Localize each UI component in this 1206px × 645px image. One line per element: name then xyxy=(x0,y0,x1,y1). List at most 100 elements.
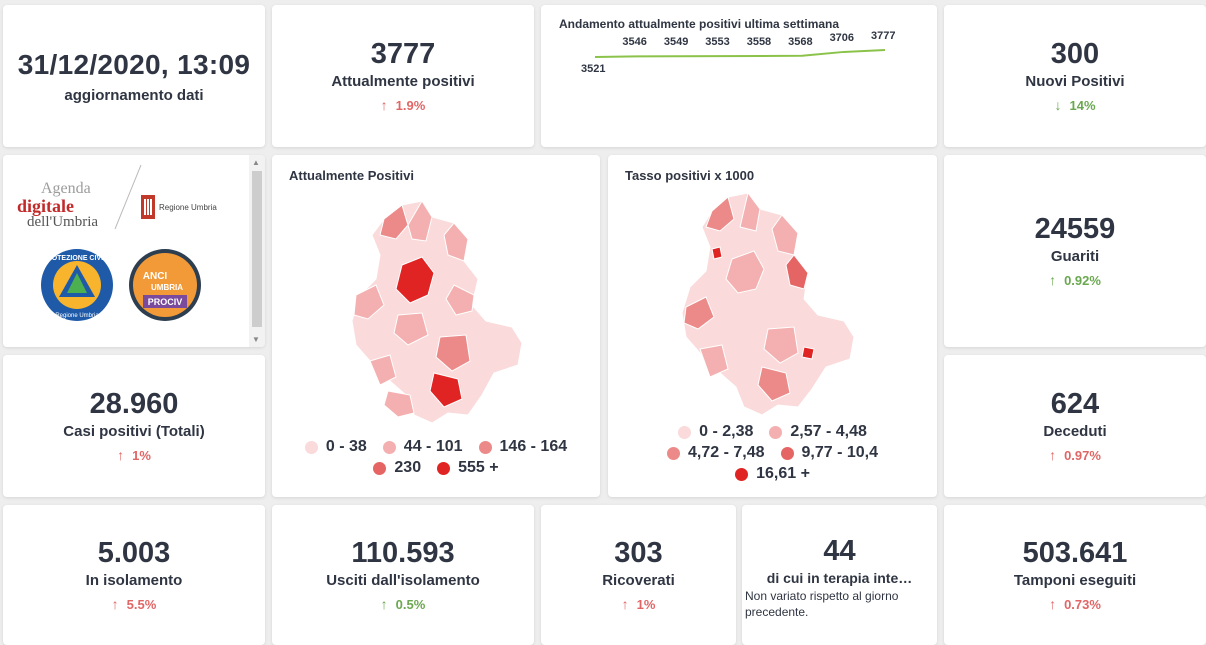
new-positive-label: Nuovi Positivi xyxy=(1025,72,1125,90)
svg-text:ANCI: ANCI xyxy=(143,271,168,282)
currently-positive-label: Attualmente positivi xyxy=(331,72,475,90)
legend-label: 44 - 101 xyxy=(403,438,463,455)
arrow-up-icon: ↑ xyxy=(117,447,125,464)
isolation-label: In isolamento xyxy=(85,571,183,589)
municipality-spoleto xyxy=(435,334,471,372)
hospitalized-label: Ricoverati xyxy=(602,571,675,589)
legend-item: 555 + xyxy=(437,459,499,477)
legend-label: 0 - 38 xyxy=(325,438,367,455)
municipality-north-west xyxy=(705,196,735,232)
legend-label: 9,77 - 10,4 xyxy=(801,444,879,461)
swabs-value: 503.641 xyxy=(1022,537,1128,570)
legend-label: 146 - 164 xyxy=(499,438,568,455)
arrow-up-icon: ↑ xyxy=(380,97,388,114)
exited-isolation-value: 110.593 xyxy=(351,537,455,570)
umbria-map-rate[interactable] xyxy=(608,189,937,449)
arrow-up-icon: ↑ xyxy=(111,596,119,613)
municipality-south-west xyxy=(699,344,729,378)
legend-swatch-icon xyxy=(437,461,451,475)
legend-swatch-icon xyxy=(373,461,387,475)
umbria-map-positive[interactable] xyxy=(272,195,600,455)
deaths-value: 624 xyxy=(1050,388,1100,421)
municipality-west xyxy=(683,296,715,330)
hospitalized-value: 303 xyxy=(614,537,663,570)
legend-label: 0 - 2,38 xyxy=(699,423,754,440)
svg-text:Regione Umbria: Regione Umbria xyxy=(55,313,99,319)
sparkline-value-label: 3546 xyxy=(622,36,647,49)
map-positive-card: Attualmente Positivi 0 - 38 44 - 101 146 -… xyxy=(272,155,600,497)
municipality-center xyxy=(393,312,429,346)
scroll-down-arrow-icon[interactable]: ▼ xyxy=(252,335,260,344)
exited-isolation-change: ↑ 0.5% xyxy=(381,597,426,612)
arrow-up-icon: ↑ xyxy=(1049,272,1057,289)
legend-item: 0 - 38 xyxy=(304,438,367,456)
legend-item: 44 - 101 xyxy=(382,438,463,456)
legend-swatch-icon xyxy=(769,425,783,439)
legend-item: 230 xyxy=(373,459,421,477)
recovered-card: 24559 Guariti ↑ 0.92% xyxy=(944,155,1206,347)
legend-item: 2,57 - 4,48 xyxy=(769,423,867,441)
total-cases-change: ↑ 1% xyxy=(117,448,151,463)
isolation-change-value: 5.5% xyxy=(126,596,157,612)
recovered-change: ↑ 0.92% xyxy=(1049,273,1101,288)
last-update-value: 31/12/2020, 13:09 xyxy=(17,48,251,80)
legend-item: 16,61 + xyxy=(735,465,810,483)
sparkline-value-label: 3553 xyxy=(705,36,730,49)
municipality-terni xyxy=(757,366,791,402)
regione-umbria-logo: Regione Umbria xyxy=(141,195,217,219)
sparkline-value-label: 3521 xyxy=(581,63,606,75)
legend-swatch-icon xyxy=(478,440,492,454)
total-cases-value: 28.960 xyxy=(89,388,179,421)
agenda-digitale-logo: Agenda digitale dell'Umbria xyxy=(17,181,127,230)
weekly-trend-sparkline xyxy=(594,49,886,58)
recovered-value: 24559 xyxy=(1034,213,1116,246)
logos-scrollbar[interactable]: ▲ ▼ xyxy=(249,155,265,347)
new-positive-value: 300 xyxy=(1050,38,1100,71)
scrollbar-thumb[interactable] xyxy=(252,171,262,327)
municipality-north-west xyxy=(379,204,409,240)
isolation-card: 5.003 In isolamento ↑ 5.5% xyxy=(3,505,265,645)
scroll-up-arrow-icon[interactable]: ▲ xyxy=(252,158,260,167)
weekly-trend-title: Andamento attualmente positivi ultima se… xyxy=(559,17,840,31)
deaths-change-value: 0.97% xyxy=(1064,447,1101,463)
arrow-up-icon: ↑ xyxy=(1049,447,1057,464)
regione-umbria-label: Regione Umbria xyxy=(159,202,217,212)
map-positive-legend: 0 - 38 44 - 101 146 - 164 230 555 + xyxy=(282,438,590,480)
total-cases-label: Casi positivi (Totali) xyxy=(63,422,205,440)
municipality-terni xyxy=(429,372,463,408)
svg-text:UMBRIA: UMBRIA xyxy=(151,283,183,292)
new-positive-change: ↓ 14% xyxy=(1054,98,1095,113)
legend-label: 2,57 - 4,48 xyxy=(790,423,867,440)
swabs-change: ↑ 0.73% xyxy=(1049,597,1101,612)
map-rate-title: Tasso positivi x 1000 xyxy=(625,168,755,183)
exited-isolation-change-value: 0.5% xyxy=(395,596,426,612)
protezione-civile-logo: PROTEZIONE CIVILE Regione Umbria xyxy=(41,249,113,321)
deaths-change: ↑ 0.97% xyxy=(1049,448,1101,463)
legend-swatch-icon xyxy=(382,440,396,454)
intensive-care-card: 44 di cui in terapia inte… Non variato r… xyxy=(742,505,937,645)
municipality-orvieto xyxy=(383,390,415,418)
arrow-down-icon: ↓ xyxy=(1054,97,1062,114)
sparkline-value-label: 3568 xyxy=(788,35,813,48)
hospitalized-change: ↑ 1% xyxy=(622,597,656,612)
intensive-care-label[interactable]: di cui in terapia inte… xyxy=(766,570,913,586)
municipality-north xyxy=(739,191,761,232)
currently-positive-change: ↑ 1.9% xyxy=(381,98,426,113)
legend-item: 9,77 - 10,4 xyxy=(780,444,879,462)
deaths-label: Deceduti xyxy=(1043,422,1107,440)
total-cases-card: 28.960 Casi positivi (Totali) ↑ 1% xyxy=(3,355,265,497)
sparkline-path xyxy=(594,49,886,58)
legend-label: 16,61 + xyxy=(756,465,810,482)
legend-item: 0 - 2,38 xyxy=(678,423,753,441)
new-positive-change-value: 14% xyxy=(1069,97,1096,113)
new-positive-card: 300 Nuovi Positivi ↓ 14% xyxy=(944,5,1206,147)
legend-swatch-icon xyxy=(735,467,749,481)
municipality-east-high xyxy=(785,254,809,290)
svg-text:PROCIV: PROCIV xyxy=(148,297,183,307)
logos-card[interactable]: Agenda digitale dell'Umbria Regione Umbr… xyxy=(3,155,265,347)
total-cases-change-value: 1% xyxy=(132,447,151,463)
isolation-value: 5.003 xyxy=(97,537,171,570)
isolation-change: ↑ 5.5% xyxy=(112,597,157,612)
legend-item: 146 - 164 xyxy=(478,438,568,456)
deaths-card: 624 Deceduti ↑ 0.97% xyxy=(944,355,1206,497)
